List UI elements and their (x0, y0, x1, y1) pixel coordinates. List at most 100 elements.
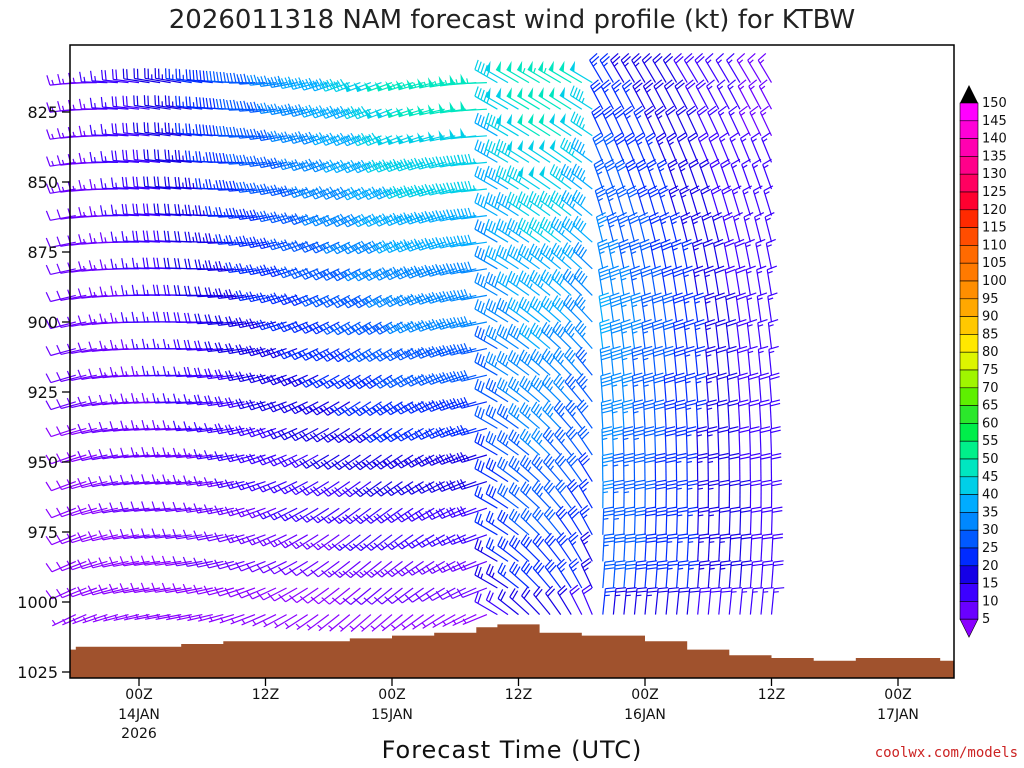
wind-barb (706, 426, 718, 456)
wind-barb (298, 213, 330, 226)
wind-barb (529, 269, 551, 296)
wind-barb (56, 399, 87, 410)
colorbar-label: 130 (982, 167, 1007, 182)
wind-barb (267, 454, 298, 467)
wind-barb (310, 587, 340, 605)
wind-barb (353, 587, 382, 605)
wind-barb (100, 151, 129, 163)
wind-barb (519, 454, 541, 483)
wind-barb (287, 240, 319, 253)
wind-barb (401, 614, 424, 631)
wind-barb (532, 533, 551, 562)
wind-barb (508, 455, 530, 483)
wind-barb (580, 531, 593, 562)
colorbar-label: 15 (982, 577, 999, 592)
wind-barb (738, 105, 751, 137)
wind-barb (474, 405, 498, 429)
wind-barb (119, 583, 150, 594)
wind-barb (508, 482, 530, 509)
wind-barb (517, 139, 540, 163)
wind-barb (320, 374, 351, 389)
wind-barb (341, 348, 372, 363)
wind-barb (172, 420, 203, 432)
wind-barb (520, 481, 541, 509)
wind-barb (317, 614, 340, 632)
wind-barb (570, 111, 593, 137)
wind-barb (507, 376, 530, 403)
wind-barb (331, 534, 361, 551)
wind-barb (130, 474, 161, 485)
wind-barb (172, 556, 203, 567)
wind-barb (98, 503, 129, 514)
wind-barb (474, 485, 498, 509)
wind-barb (77, 532, 108, 543)
wind-barb (235, 560, 266, 572)
wind-barb (684, 345, 695, 376)
wind-barb (144, 68, 171, 84)
wind-barb (298, 401, 330, 415)
wind-barb (681, 238, 693, 269)
wind-barb (88, 449, 119, 461)
wind-barb (506, 140, 530, 163)
wind-barb (770, 560, 784, 589)
wind-barb (620, 345, 632, 376)
wind-barb (689, 185, 701, 216)
wind-barb (456, 316, 488, 328)
wind-barb (674, 79, 688, 110)
wind-barb (666, 132, 678, 163)
wind-barb (663, 79, 678, 110)
wind-barb (372, 348, 403, 362)
wind-barb (728, 506, 741, 535)
wind-barb (673, 52, 688, 83)
wind-barb (77, 450, 108, 462)
wind-barb (679, 185, 690, 216)
wind-barb (630, 292, 642, 323)
wind-barb (263, 614, 287, 628)
wind-barb (621, 79, 636, 110)
wind-barb (578, 478, 593, 509)
colorbar-swatch (959, 529, 979, 549)
wind-barb (632, 399, 644, 429)
wind-barb (425, 534, 456, 548)
wind-barb (121, 176, 150, 190)
wind-barb (581, 584, 593, 615)
wind-barb (755, 238, 766, 269)
wind-barb (56, 317, 87, 328)
wind-barb (183, 366, 213, 378)
wind-barb (694, 52, 709, 83)
wind-barb (541, 348, 562, 376)
wind-barb (704, 319, 716, 349)
wind-barb (496, 430, 519, 456)
wind-barb (715, 319, 726, 349)
wind-barb (298, 240, 330, 253)
wind-barb (340, 159, 372, 174)
wind-barb (185, 69, 213, 84)
wind-barb (549, 164, 572, 190)
wind-barb (621, 372, 633, 402)
wind-barb (87, 558, 119, 569)
wind-barb (672, 319, 685, 349)
wind-barb (162, 528, 192, 539)
wind-barb (626, 185, 639, 216)
wind-barb (707, 506, 720, 535)
wind-barb (331, 587, 361, 605)
wind-barb (474, 86, 498, 110)
wind-barb (734, 238, 746, 269)
colorbar-swatch (959, 262, 979, 282)
wind-barb (725, 292, 736, 323)
wind-barb (320, 507, 351, 524)
wind-barb (457, 261, 487, 274)
wind-barb (629, 265, 642, 296)
wind-barb (697, 132, 709, 163)
wind-barb (671, 265, 684, 296)
wind-barb (739, 452, 750, 482)
wind-barb (330, 241, 361, 255)
wind-barb (759, 105, 773, 137)
wind-barb (485, 457, 509, 483)
wind-barb (474, 458, 498, 483)
wind-barb (204, 260, 234, 271)
colorbar-label: 80 (982, 345, 999, 360)
wind-barb (373, 560, 403, 578)
wind-barb (747, 52, 762, 83)
wind-barb (330, 321, 361, 336)
